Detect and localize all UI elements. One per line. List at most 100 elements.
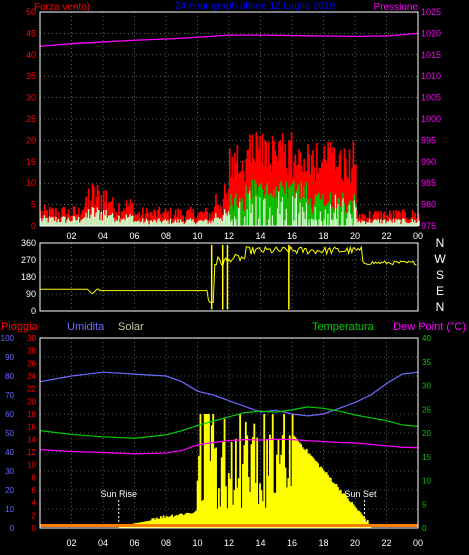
wind-average-bar bbox=[70, 221, 72, 226]
wind-calm-bar bbox=[303, 211, 305, 226]
solar-bar bbox=[267, 475, 270, 528]
solar-bar bbox=[199, 414, 202, 528]
wind-gust-bar bbox=[323, 145, 326, 226]
direction-tick-label: 180 bbox=[21, 272, 36, 282]
solar-bar bbox=[283, 414, 285, 528]
solar-bar bbox=[300, 444, 303, 528]
wind-gust-bar bbox=[216, 205, 219, 226]
wind-gust-bar bbox=[111, 197, 114, 226]
wind-average-bar bbox=[53, 220, 56, 226]
dewpoint-label: Dew Point (°C) bbox=[393, 321, 466, 333]
wind-gust-bar bbox=[135, 214, 138, 226]
wind-average-bar bbox=[309, 198, 312, 226]
wind-average-bar bbox=[343, 203, 346, 226]
temperature-tick-label: 30 bbox=[422, 382, 431, 391]
wind-gust-bar bbox=[290, 132, 293, 226]
wind-gust-bar bbox=[281, 133, 284, 226]
wind-average-bar bbox=[331, 206, 333, 226]
wind-gust-bar bbox=[241, 160, 244, 226]
solar-bar bbox=[359, 512, 362, 528]
solar-bar bbox=[274, 492, 277, 528]
wind-gust-bar bbox=[399, 212, 401, 226]
wind-gust-bar bbox=[373, 211, 376, 226]
rain-tick-label: 22 bbox=[27, 385, 36, 394]
sun-markers: Sun Rise Sun Set bbox=[100, 489, 377, 524]
rain-tick-label: 30 bbox=[27, 334, 36, 343]
wind-gust-bar bbox=[407, 219, 410, 226]
wind-gust-bar bbox=[218, 209, 221, 226]
solar-bar bbox=[349, 502, 352, 528]
solar-bar bbox=[250, 444, 253, 528]
solar-bar bbox=[259, 483, 261, 528]
wind-gust-bar bbox=[378, 219, 381, 226]
wind-gust-bar bbox=[206, 211, 208, 226]
wind-gust-bar bbox=[225, 193, 227, 226]
solar-bar bbox=[271, 414, 274, 528]
wind-average-bar bbox=[363, 220, 366, 226]
solar-bar bbox=[193, 511, 196, 528]
solar-label: Solar bbox=[118, 321, 144, 333]
wind-average-bar bbox=[167, 220, 169, 226]
solar-bar bbox=[298, 442, 301, 528]
wind-average-bar bbox=[211, 220, 214, 226]
wind-average-bar bbox=[119, 222, 122, 226]
wind-gust-bar bbox=[231, 157, 234, 226]
solar-bar bbox=[294, 436, 297, 528]
wind-gust-bar bbox=[336, 166, 338, 226]
solar-bar bbox=[210, 425, 213, 528]
wind-gust-bar bbox=[181, 215, 183, 226]
wind-average-bar bbox=[106, 217, 109, 226]
direction-tick-label: 90 bbox=[26, 289, 36, 299]
wind-gust-bar bbox=[227, 189, 230, 226]
wind-gust-bar bbox=[361, 213, 363, 226]
wind-average-bar bbox=[40, 218, 42, 226]
solar-bar bbox=[315, 461, 318, 528]
wind-gust-bar bbox=[189, 206, 192, 226]
wind-average-bar bbox=[138, 220, 140, 226]
solar-bar bbox=[209, 461, 212, 528]
solar-bar bbox=[243, 444, 246, 528]
wind-calm-bar bbox=[278, 191, 280, 226]
wind-average-bar bbox=[399, 219, 401, 226]
solar-bar bbox=[352, 504, 355, 528]
wind-calm-bar bbox=[249, 191, 251, 226]
wind-gust-bar bbox=[237, 173, 240, 226]
wind-gust-bar bbox=[131, 202, 134, 226]
time-tick-label: 02 bbox=[66, 538, 76, 548]
solar-bar bbox=[196, 480, 199, 528]
solar-bar bbox=[293, 435, 295, 528]
wind-gust-bar bbox=[348, 149, 351, 226]
wind-calm-bar bbox=[313, 220, 316, 226]
wind-gust-bar bbox=[110, 201, 113, 226]
wind-average-bar bbox=[60, 222, 62, 226]
wind-average-bar bbox=[84, 217, 86, 226]
wind-average-bar bbox=[94, 216, 96, 226]
time-tick-label: 06 bbox=[129, 231, 139, 241]
wind-average-bar bbox=[212, 221, 215, 226]
solar-bar bbox=[206, 414, 209, 528]
wind-gust-bar bbox=[97, 190, 100, 226]
wind-average-bar bbox=[67, 217, 70, 226]
wind-average-bar bbox=[206, 220, 208, 226]
solar-bar bbox=[158, 518, 161, 528]
solar-bar bbox=[236, 487, 239, 528]
wind-average-bar bbox=[307, 199, 309, 226]
wind-gust-bar bbox=[207, 219, 210, 226]
time-tick-label: 04 bbox=[98, 231, 108, 241]
wind-gust-bar bbox=[366, 217, 368, 226]
wind-average-bar bbox=[394, 222, 396, 226]
wind-average-bar bbox=[317, 193, 319, 226]
wind-gust-bar bbox=[276, 160, 279, 226]
wind-average-bar bbox=[418, 220, 420, 226]
wind-average-bar bbox=[235, 193, 237, 226]
wind-average-bar bbox=[381, 223, 384, 226]
wind-average-bar bbox=[92, 207, 95, 226]
wind-average-bar bbox=[41, 221, 43, 226]
wind-gust-bar bbox=[114, 216, 116, 226]
wind-average-bar bbox=[58, 221, 61, 226]
wind-gust-bar bbox=[337, 166, 340, 226]
wind-calm-bar bbox=[276, 208, 279, 226]
wind-gust-bar bbox=[355, 164, 357, 226]
wind-average-bar bbox=[397, 219, 400, 226]
wind-average-bar bbox=[79, 222, 81, 226]
